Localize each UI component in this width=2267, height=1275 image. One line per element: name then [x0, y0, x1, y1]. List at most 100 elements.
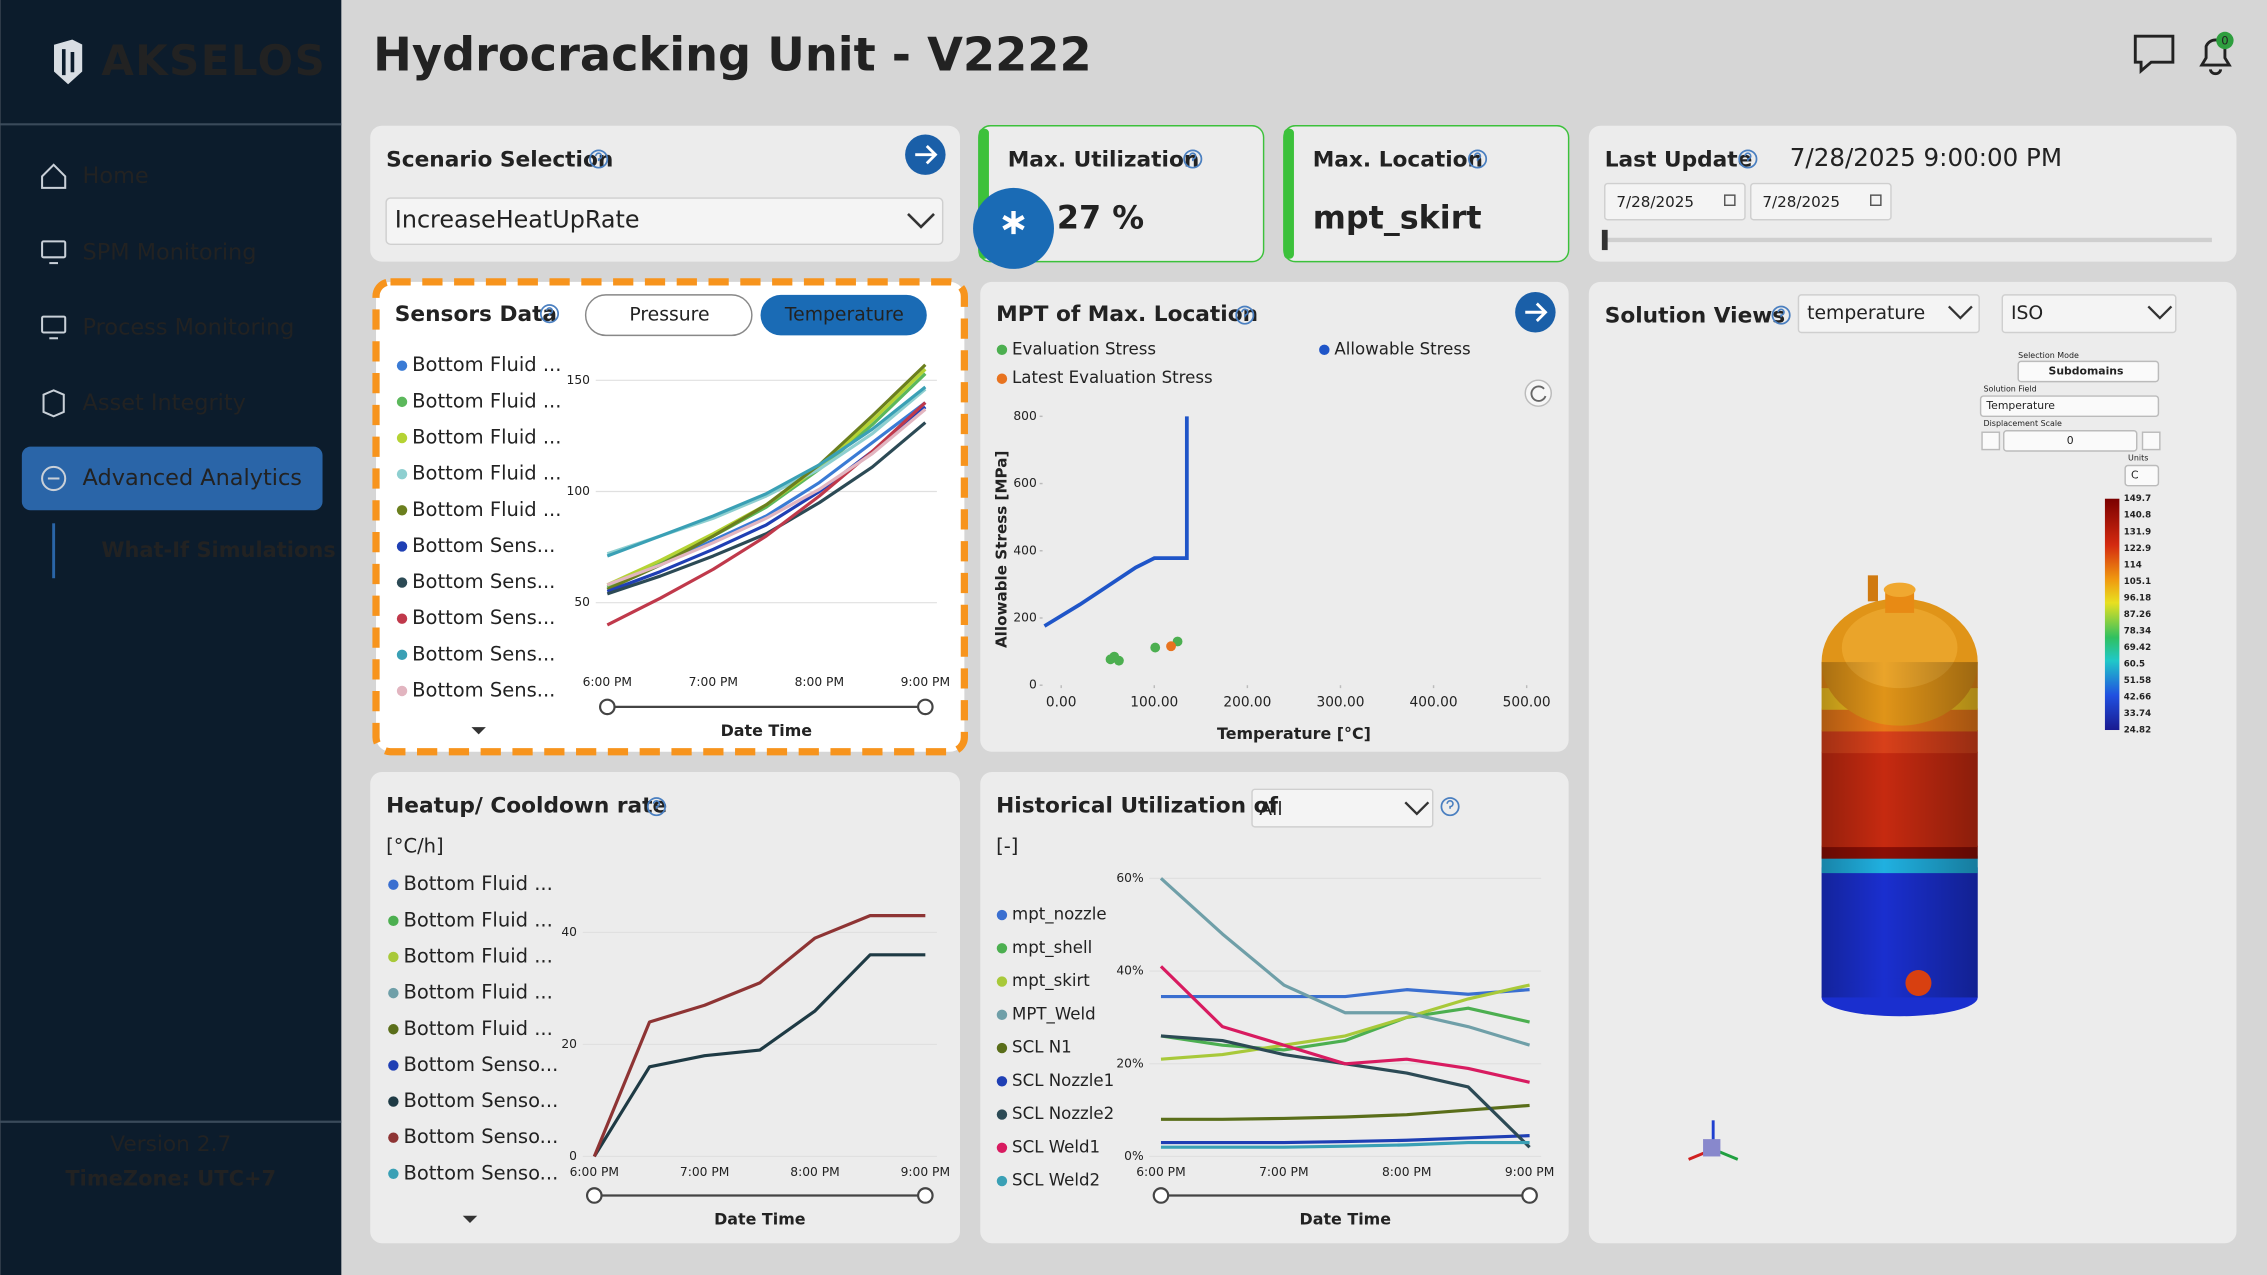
- x-tick-label: 8:00 PM: [1382, 1165, 1431, 1179]
- slider-handle[interactable]: [1601, 229, 1608, 251]
- series-line: [1043, 416, 1189, 628]
- mini-value: 0: [2067, 434, 2074, 447]
- legend-dot: [996, 1076, 1008, 1087]
- legend-dot: [396, 360, 408, 371]
- chart-title: Historical Utilization of: [996, 794, 1278, 819]
- scatter-point: [1166, 641, 1176, 652]
- slider-handle[interactable]: [917, 1187, 934, 1204]
- colorbar-label: 69.42: [2124, 643, 2151, 653]
- chat-icon[interactable]: [2133, 34, 2175, 74]
- subnav-item[interactable]: What-If Simulations: [101, 538, 335, 562]
- mini-input[interactable]: [2003, 430, 2138, 452]
- date-value: 7/28/2025: [1762, 193, 1840, 211]
- series-line: [592, 914, 926, 1158]
- legend-label: mpt_shell: [1012, 938, 1092, 958]
- legend-more[interactable]: [462, 1215, 478, 1223]
- y-tick-label: 20: [561, 1037, 577, 1051]
- y-tick-label: 150: [567, 373, 590, 387]
- scenario-dropdown[interactable]: [385, 197, 944, 246]
- mini-dropdown[interactable]: [1979, 395, 2160, 418]
- view-dropdown[interactable]: [2001, 294, 2177, 334]
- legend-label: MPT_Weld: [1012, 1004, 1096, 1024]
- mini-value: Subdomains: [2049, 365, 2124, 378]
- mini-label: Solution Field: [1984, 384, 2037, 393]
- dropdown-value: IncreaseHeatUpRate: [395, 206, 640, 234]
- nav-item[interactable]: SPM Monitoring: [83, 239, 257, 265]
- legend-dot: [996, 1009, 1008, 1021]
- x-tick-label: 9:00 PM: [901, 675, 950, 689]
- legend-label: Evaluation Stress: [1012, 339, 1156, 358]
- y-tick-label: 60%: [1116, 871, 1143, 885]
- date-input[interactable]: [1750, 182, 1892, 221]
- x-tick-label: 8:00 PM: [795, 675, 844, 689]
- kpi-value: 27 %: [1057, 200, 1144, 237]
- help-glyph: [594, 152, 603, 162]
- help-icon: [1468, 149, 1488, 169]
- help-glyph: [652, 800, 661, 809]
- filter-dropdown[interactable]: [1251, 788, 1434, 828]
- asterisk-icon: [1002, 211, 1025, 235]
- legend-dot: [396, 577, 408, 588]
- help-glyph: [545, 307, 554, 316]
- legend-dot: [396, 505, 408, 516]
- colorbar-label: 87.26: [2124, 610, 2151, 620]
- slider-handle[interactable]: [585, 1187, 603, 1204]
- slider-handle[interactable]: [917, 698, 934, 716]
- nav-item[interactable]: Process Monitoring: [83, 315, 295, 341]
- colorbar-label: 33.74: [2124, 709, 2151, 719]
- slider-handle[interactable]: [1152, 1187, 1170, 1204]
- help-icon: [589, 149, 609, 169]
- mini-button[interactable]: [2141, 431, 2161, 451]
- legend-dot: [388, 951, 399, 963]
- legend-label: mpt_nozzle: [1012, 905, 1107, 925]
- nav-item[interactable]: Advanced Analytics: [83, 465, 302, 491]
- toggle-label[interactable]: Pressure: [629, 305, 709, 326]
- arrow-button[interactable]: [905, 134, 946, 175]
- y-tick-label: 100: [567, 484, 590, 498]
- toggle-button[interactable]: [760, 294, 927, 336]
- badge: [2216, 31, 2234, 50]
- field-dropdown[interactable]: [1797, 294, 1980, 334]
- slider-handle[interactable]: [598, 698, 616, 716]
- help-icon: [1235, 305, 1255, 325]
- colorbar-label: 105.1: [2124, 577, 2151, 587]
- reset-button[interactable]: [1524, 379, 1552, 407]
- chart-title: MPT of Max. Location: [996, 302, 1258, 327]
- toggle-button[interactable]: [584, 294, 753, 337]
- chart-title: Sensors Data: [395, 302, 557, 327]
- nav-item[interactable]: Asset Integrity: [83, 390, 246, 416]
- legend-more[interactable]: [471, 727, 486, 735]
- scatter-point: [1109, 651, 1120, 662]
- nav-active[interactable]: [21, 446, 323, 511]
- legend-dot: [996, 909, 1008, 921]
- nav-item[interactable]: Home: [83, 163, 149, 189]
- mini-button[interactable]: [1981, 431, 2001, 451]
- mini-label: Units: [2128, 454, 2148, 463]
- y-tick-label: 0%: [1124, 1149, 1143, 1163]
- colorbar-label: 122.9: [2124, 544, 2151, 554]
- mini-label: Displacement Scale: [1984, 419, 2063, 428]
- legend-dot: [996, 1109, 1008, 1120]
- arrow-button[interactable]: [1515, 292, 1556, 333]
- card-title: Last Update: [1605, 147, 1753, 172]
- colorbar-label: 60.5: [2124, 659, 2145, 669]
- mini-dropdown[interactable]: [2124, 464, 2160, 487]
- y-tick-label: 50: [574, 595, 590, 609]
- slider-handle[interactable]: [1521, 1187, 1538, 1204]
- version: Version 2.7: [110, 1132, 231, 1157]
- legend-label: Latest Evaluation Stress: [1012, 368, 1213, 387]
- x-tick-label: 300.00: [1316, 695, 1364, 711]
- dropdown-value: All: [1259, 799, 1282, 820]
- legend-dot: [388, 1168, 399, 1180]
- x-axis-title: Date Time: [714, 1210, 806, 1229]
- toggle-label[interactable]: Temperature: [784, 305, 904, 326]
- date-input[interactable]: [1604, 182, 1746, 221]
- legend-dot: [996, 943, 1008, 954]
- help-icon: [1183, 149, 1203, 169]
- mini-dropdown[interactable]: [2017, 360, 2160, 383]
- legend-label: Bottom Fluid ...: [412, 389, 561, 412]
- legend-label: Bottom Fluid ...: [403, 1017, 552, 1040]
- legend-dot: [388, 1132, 399, 1143]
- y-tick-label: 40: [561, 925, 577, 939]
